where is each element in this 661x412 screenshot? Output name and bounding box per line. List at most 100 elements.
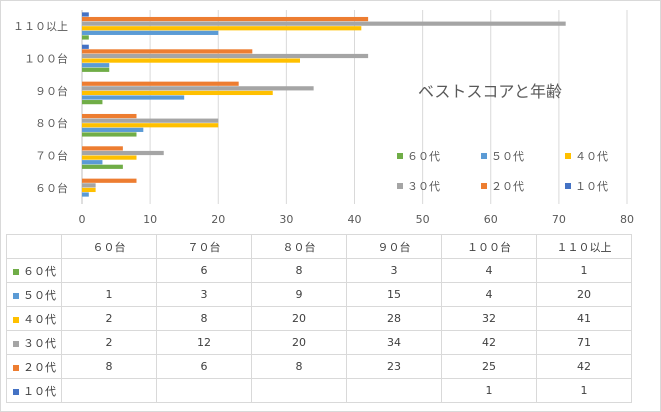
table-cell: 6 [156, 258, 252, 283]
table-cell: 2 [61, 306, 157, 331]
bar [82, 63, 110, 68]
legend-label: ５０代 [491, 150, 524, 163]
table-cell [61, 258, 157, 283]
bar [82, 12, 89, 17]
y-tick-label: ８０台 [35, 116, 68, 130]
x-tick-label: 10 [143, 213, 157, 226]
bar [82, 90, 273, 96]
legend-swatch [481, 183, 487, 189]
table-row: ６０代 6 8 3 4 1 [6, 258, 632, 283]
bar [82, 113, 137, 119]
table-column-header: １００台 [441, 234, 537, 259]
bar [82, 178, 137, 183]
y-tick-label: ７０台 [35, 149, 68, 163]
x-tick-label: 40 [348, 213, 362, 226]
bar [82, 123, 219, 128]
chart-title: ベストスコアと年齢 [418, 82, 562, 101]
table-body: ６０代 6 8 3 4 1 ５０代 1 3 9 15 4 20 ４０代 2 8 20 28 32 41 ３０代 2 12 20… [6, 258, 632, 403]
table-cell: 8 [156, 306, 252, 331]
table-cell [346, 378, 442, 403]
legend-key-swatch [13, 388, 19, 395]
table-cell: 1 [536, 258, 632, 283]
table-column-header: ９０台 [346, 234, 442, 259]
table-row-label: ４０代 [23, 312, 56, 326]
table-cell: 42 [441, 330, 537, 355]
legend-swatch [481, 153, 487, 159]
x-tick-label: 70 [552, 213, 566, 226]
bar [82, 86, 314, 91]
bar [82, 150, 164, 156]
table-cell: 32 [441, 306, 537, 331]
table-cell: 20 [536, 282, 632, 307]
bar [82, 30, 219, 35]
bar [82, 118, 219, 123]
table-row-header: １０代 [6, 378, 62, 403]
table-cell: 9 [251, 282, 347, 307]
bar [82, 58, 300, 63]
table-row-label: ２０代 [23, 360, 56, 374]
table-row-header: ３０代 [6, 330, 62, 355]
legend-label: １０代 [575, 180, 608, 193]
bar-chart: 0 10 20 30 40 50 60 70 80 ６０台 ７０台 ８０台 ９０台 １００台 １１０以上ベス… [13, 10, 634, 226]
legend-label: ６０代 [407, 150, 440, 163]
table-cell: 41 [536, 306, 632, 331]
table-column-header: ８０台 [251, 234, 347, 259]
table-row: ４０代 2 8 20 28 32 41 [6, 306, 632, 331]
table-column-header: ６０台 [61, 234, 157, 259]
table-cell: 23 [346, 354, 442, 379]
table-cell: 4 [441, 258, 537, 283]
table-cell: 3 [156, 282, 252, 307]
bar [82, 192, 89, 197]
bar [82, 146, 123, 151]
data-table: ６０台 ７０台 ８０台 ９０台 １００台 １１０以上 ６０代 6 8 3 4 1 ５０代 1 3 9 15 4 2… [6, 234, 632, 403]
y-tick-label: ９０台 [35, 84, 68, 98]
bar [82, 35, 89, 40]
table-cell [251, 378, 347, 403]
table-cell: 15 [346, 282, 442, 307]
bar [82, 164, 123, 169]
table-cell: 8 [251, 258, 347, 283]
x-tick-label: 20 [211, 213, 225, 226]
table-cell [61, 378, 157, 403]
legend-key-swatch [13, 268, 19, 275]
table-row-header: ５０代 [6, 282, 62, 307]
y-tick-label: １１０以上 [13, 20, 68, 33]
table-row: ５０代 1 3 9 15 4 20 [6, 282, 632, 307]
y-tick-label: ６０台 [35, 181, 68, 195]
table-cell: 20 [251, 306, 347, 331]
x-tick-label: 30 [279, 213, 293, 226]
y-tick-label: １００台 [24, 52, 68, 66]
x-tick-label: 60 [484, 213, 498, 226]
bar [82, 95, 185, 100]
table-cell: 2 [61, 330, 157, 355]
table-row: ３０代 2 12 20 34 42 71 [6, 330, 632, 355]
table-cell: 1 [441, 378, 537, 403]
table-cell: 42 [536, 354, 632, 379]
x-tick-label: 0 [79, 213, 86, 226]
table-corner-cell [6, 234, 62, 259]
legend-label: ２０代 [491, 180, 524, 193]
table-row-label: ６０代 [23, 264, 56, 278]
bar [82, 160, 103, 165]
legend-swatch [565, 183, 571, 189]
bar [82, 44, 89, 49]
table-cell: 4 [441, 282, 537, 307]
bar [82, 53, 369, 59]
legend-label: ３０代 [407, 180, 440, 193]
table-row: ２０代 8 6 8 23 25 42 [6, 354, 632, 379]
table-cell: 1 [61, 282, 157, 307]
x-tick-label: 50 [416, 213, 430, 226]
legend-swatch [565, 153, 571, 159]
table-cell: 20 [251, 330, 347, 355]
table-cell: 12 [156, 330, 252, 355]
bar [82, 26, 362, 31]
bar [82, 155, 137, 160]
bar [82, 49, 253, 54]
table-column-header: １１０以上 [536, 234, 632, 259]
legend-label: ４０代 [575, 150, 608, 163]
table-cell: 34 [346, 330, 442, 355]
table-row-header: ２０代 [6, 354, 62, 379]
bar [82, 67, 110, 72]
legend-key-swatch [13, 364, 19, 371]
bar [82, 21, 566, 26]
